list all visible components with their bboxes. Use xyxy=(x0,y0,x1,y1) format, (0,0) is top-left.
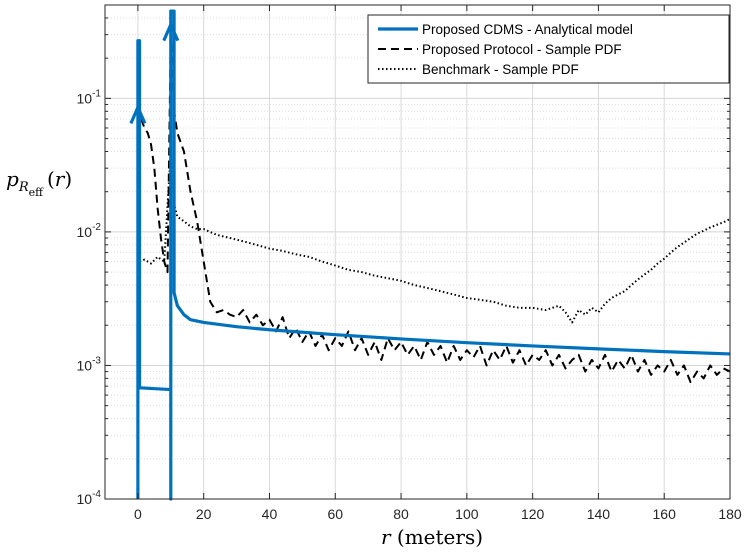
legend-label: Proposed Protocol - Sample PDF xyxy=(422,42,622,57)
x-tick-label: 80 xyxy=(393,506,409,522)
x-tick-label: 160 xyxy=(653,506,677,522)
x-tick-label: 0 xyxy=(134,506,142,522)
grid-lines xyxy=(105,4,731,500)
y-tick-label: 10-3 xyxy=(77,355,102,373)
axis-ticks xyxy=(105,4,731,500)
series-line-solid xyxy=(136,9,731,501)
y-tick-label: 10-1 xyxy=(77,88,102,106)
x-tick-label: 60 xyxy=(327,506,343,522)
plot-series xyxy=(129,9,731,501)
x-tick-label: 100 xyxy=(455,506,479,522)
series-line-dotted xyxy=(139,150,731,324)
impulse-arrow xyxy=(162,20,180,42)
x-tick-label: 40 xyxy=(262,506,278,522)
y-axis-label: pReff(r) xyxy=(6,167,72,199)
y-tick-label: 10-2 xyxy=(77,222,102,240)
x-tick-label: 140 xyxy=(587,506,611,522)
x-tick-label: 20 xyxy=(196,506,212,522)
legend: Proposed CDMS - Analytical model Proposed… xyxy=(367,14,730,84)
tick-labels: 0 20 40 60 80 100 120 140 160 180 10-4 10-3 10-2 10-1 xyxy=(77,88,742,522)
y-tick-label: 10-4 xyxy=(77,489,102,507)
legend-box xyxy=(367,14,730,84)
legend-label: Benchmark - Sample PDF xyxy=(422,62,579,77)
impulse-arrow xyxy=(129,103,147,125)
plot-frame xyxy=(104,4,731,500)
x-tick-label: 180 xyxy=(718,506,742,522)
series-line-dashed xyxy=(140,33,731,384)
x-axis-label: r (meters) xyxy=(381,525,483,549)
x-tick-label: 120 xyxy=(521,506,545,522)
legend-label: Proposed CDMS - Analytical model xyxy=(422,22,633,37)
